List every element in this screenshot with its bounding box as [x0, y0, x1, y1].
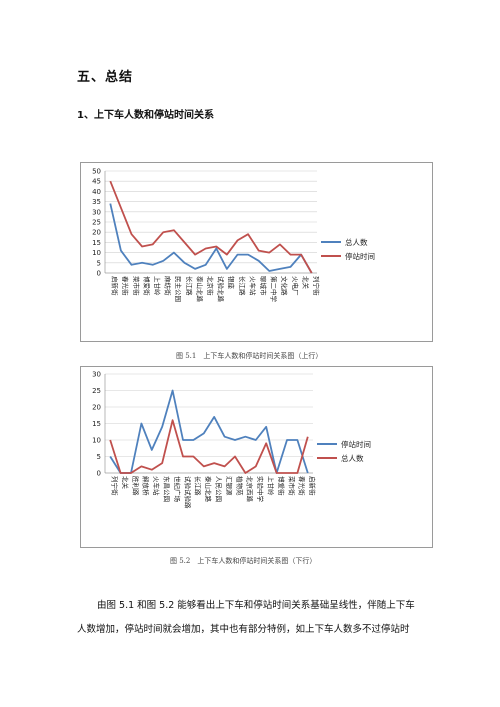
x-tick-label: 北京街	[206, 276, 215, 296]
x-tick-label: 东昌公园	[163, 476, 172, 502]
x-tick-label: 汇银源	[225, 476, 234, 496]
x-tick-label: 民主公园	[174, 276, 183, 302]
series-line-1	[109, 203, 313, 274]
x-tick-label: 上甘岭	[267, 476, 276, 496]
y-tick-label: 30	[92, 371, 101, 379]
x-tick-label: 试验北路	[217, 276, 226, 303]
x-tick-label: 银座	[227, 276, 236, 290]
x-tick-label: 解放桥	[142, 476, 151, 496]
x-tick-label: 启新街	[111, 276, 120, 296]
x-tick-label: 第二中学	[270, 276, 279, 303]
y-tick-label: 0	[97, 470, 101, 478]
legend-label: 停站时间	[345, 251, 375, 261]
legend-label: 总人数	[345, 237, 368, 247]
y-tick-label: 25	[92, 387, 101, 395]
x-tick-label: 文化路	[280, 276, 289, 296]
x-tick-label: 世纪广场	[173, 476, 182, 503]
series-line-2	[109, 180, 313, 274]
x-tick-label: 长江路	[185, 276, 194, 296]
chart-upward: 0 5 10 15 20 25 30 35 40 45 50 启新街 春光街 菜市街 博爱街 上甘岭 麻纺街 民主…	[92, 168, 375, 303]
x-tick-label: 火车站	[248, 276, 257, 296]
y-tick-label: 20	[92, 229, 101, 237]
x-tick-label: 列宁街	[111, 476, 120, 496]
chart-upward-caption: 图 5.1 上下车人数和停站时间关系图（上行）	[176, 352, 323, 360]
y-tick-label: 10	[92, 437, 101, 445]
series-line-2	[109, 419, 309, 474]
x-tick-label: 聊城市	[259, 276, 268, 296]
x-tick-label: 植物苑	[235, 476, 244, 496]
x-tick-label: 博爱街	[142, 276, 151, 296]
x-tick-label: 胜利路	[131, 476, 140, 496]
x-tick-label: 长江路	[238, 276, 247, 296]
x-tick-label: 实验中学	[256, 476, 265, 503]
section-heading: 五、总结	[77, 70, 134, 85]
x-tick-label: 列宁街	[312, 276, 321, 296]
y-tick-label: 5	[97, 259, 101, 267]
x-tick-label: 长江路	[194, 476, 203, 496]
legend-label: 停站时间	[341, 439, 371, 449]
x-tick-label: 麻纺街	[164, 276, 173, 296]
y-tick-label: 40	[92, 188, 101, 196]
y-tick-label: 0	[97, 270, 101, 278]
y-tick-label: 15	[92, 420, 101, 428]
y-tick-label: 5	[97, 453, 101, 461]
x-tick-label: 试验试验路	[183, 476, 192, 509]
subsection-heading: 1、上下车人数和停站时间关系	[77, 110, 214, 121]
y-tick-label: 45	[92, 178, 101, 186]
series-line-1	[109, 389, 309, 474]
x-tick-label: 启新街	[308, 476, 317, 496]
paragraph-line-1: 由图 5.1 和图 5.2 能够看出上下车和停站时间关系基础呈线性，伴随上下车	[97, 600, 415, 611]
x-tick-label: 春光街	[121, 276, 130, 296]
x-tick-label: 火车站	[152, 476, 161, 496]
y-tick-label: 35	[92, 198, 101, 206]
x-tick-label: 上甘岭	[153, 276, 162, 296]
legend-label: 总人数	[341, 453, 364, 463]
chart-downward-container: 0 5 10 15 20 25 30 列宁街 北关 胜利路 解放桥 火车站 东昌公园 世纪广场 试验试验路长…	[80, 366, 433, 548]
x-tick-label: 火电厂	[291, 276, 300, 296]
chart-upward-container: 0 5 10 15 20 25 30 35 40 45 50 启新街 春光街 菜市街 博爱街 上甘岭 麻纺街 民主…	[80, 162, 433, 342]
paragraph-line-2: 人数增加，停站时间就会增加，其中也有部分特例，如上下车人数多不过停站时	[77, 624, 410, 635]
y-tick-label: 15	[92, 239, 101, 247]
x-tick-label: 北关	[121, 476, 130, 490]
y-tick-label: 30	[92, 208, 101, 216]
x-tick-label: 北京西路	[246, 476, 255, 503]
y-tick-label: 25	[92, 219, 101, 227]
x-tick-label: 泰山北路	[204, 476, 213, 503]
x-tick-label: 博爱街	[277, 476, 286, 496]
chart-downward-caption: 图 5.2 上下车人数和停站时间关系图（下行）	[170, 557, 317, 565]
x-tick-label: 菜市街	[287, 476, 296, 496]
x-tick-label: 人民公园	[215, 476, 223, 502]
y-tick-label: 50	[92, 168, 101, 176]
y-tick-label: 20	[92, 404, 101, 412]
x-tick-label: 北关	[301, 276, 310, 290]
x-tick-label: 春光街	[298, 476, 307, 496]
chart-downward: 0 5 10 15 20 25 30 列宁街 北关 胜利路 解放桥 火车站 东昌公园 世纪广场 试验试验路长…	[92, 371, 371, 510]
x-tick-label: 泰山北路	[195, 276, 204, 303]
x-tick-label: 菜市街	[132, 276, 141, 296]
y-tick-label: 10	[92, 249, 101, 257]
